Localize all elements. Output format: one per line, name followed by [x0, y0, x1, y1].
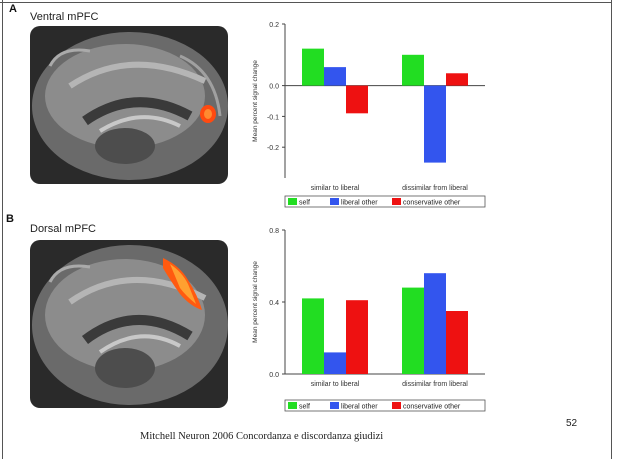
bar-liberal-other-2 — [424, 85, 446, 163]
page-number: 52 — [566, 418, 578, 429]
legend-swatch-liberal-other — [330, 402, 339, 409]
caption: Mitchell Neuron 2006 Concordanza e disco… — [140, 431, 384, 442]
panel-b-letter: B — [6, 213, 14, 225]
bar-conservative-other-2 — [446, 311, 468, 374]
bar-liberal-other-1 — [324, 352, 346, 374]
legend-swatch-self — [288, 198, 297, 205]
bar-conservative-other-1 — [346, 300, 368, 374]
legend-box — [284, 195, 486, 208]
legend-swatch-conservative-other — [392, 198, 401, 205]
panel-a-letter: A — [9, 3, 17, 15]
y-tick-label: 0.8 — [269, 228, 279, 235]
legend-label: conservative other — [403, 200, 461, 207]
y-tick-label: 0.4 — [269, 300, 279, 307]
category-label: similar to liberal — [311, 185, 360, 192]
legend-swatch-self — [288, 402, 297, 409]
bar-conservative-other-1 — [346, 85, 368, 114]
dorsal-brain-image — [30, 240, 228, 408]
y-tick-label: 0.0 — [269, 372, 279, 379]
bar-conservative-other-2 — [446, 73, 468, 86]
ventral-chart: 0.2 0.0 -0.1 -0.2 Mean percent signal change… — [252, 22, 486, 208]
category-label: similar to liberal — [311, 381, 360, 388]
y-tick-label: 0.0 — [269, 84, 279, 91]
ventral-brain-image — [30, 26, 228, 184]
legend-box — [284, 399, 486, 412]
bar-self-2 — [402, 54, 424, 86]
category-label: dissimilar from liberal — [402, 381, 468, 388]
panel-b-title: Dorsal mPFC — [30, 223, 97, 235]
bar-self-1 — [302, 48, 324, 86]
legend-label: liberal other — [341, 404, 378, 411]
legend-label: self — [299, 404, 310, 411]
y-axis-label: Mean percent signal change — [252, 60, 259, 142]
legend-swatch-conservative-other — [392, 402, 401, 409]
legend: self liberal other conservative other — [284, 399, 486, 412]
panel-a-title: Ventral mPFC — [30, 11, 99, 23]
bar-self-1 — [302, 298, 324, 374]
y-tick-label: -0.2 — [267, 145, 279, 152]
legend-label: liberal other — [341, 200, 378, 207]
category-label: dissimilar from liberal — [402, 185, 468, 192]
y-tick-label: 0.2 — [269, 22, 279, 29]
slide-border-left — [2, 0, 3, 459]
legend-swatch-liberal-other — [330, 198, 339, 205]
legend-label: self — [299, 200, 310, 207]
bar-self-2 — [402, 287, 424, 374]
y-tick-label: -0.1 — [267, 114, 279, 121]
slide-border-right — [611, 0, 612, 459]
bar-liberal-other-1 — [324, 67, 346, 86]
legend: self liberal other conservative other — [284, 195, 486, 208]
legend-label: conservative other — [403, 404, 461, 411]
dorsal-chart: 0.8 0.4 0.0 Mean percent signal change simil… — [252, 228, 486, 412]
slide-border-top — [0, 2, 612, 3]
y-axis-label: Mean percent signal change — [252, 261, 259, 343]
bar-liberal-other-2 — [424, 273, 446, 374]
